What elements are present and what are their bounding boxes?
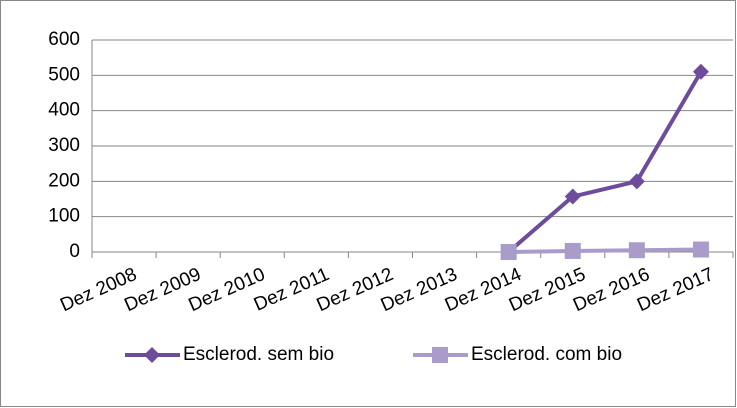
- data-point: [564, 242, 581, 259]
- data-point: [628, 242, 645, 259]
- y-tick-label: 100: [48, 206, 80, 227]
- data-point: [500, 244, 517, 260]
- legend-marker: [432, 347, 448, 363]
- legend-label: Esclerod. com bio: [471, 344, 622, 365]
- y-tick-label: 0: [69, 241, 80, 262]
- data-point: [692, 63, 709, 80]
- data-point: [628, 173, 645, 190]
- data-point: [564, 188, 581, 205]
- legend-label: Esclerod. sem bio: [183, 344, 334, 365]
- legend-marker: [144, 347, 160, 363]
- y-tick-label: 400: [48, 100, 80, 121]
- y-tick-label: 200: [48, 170, 80, 191]
- series-line: [507, 70, 703, 254]
- data-point: [692, 241, 709, 258]
- y-tick-label: 300: [48, 135, 80, 156]
- y-tick-label: 500: [48, 64, 80, 85]
- series-line: [508, 247, 701, 254]
- y-tick-label: 600: [48, 29, 80, 50]
